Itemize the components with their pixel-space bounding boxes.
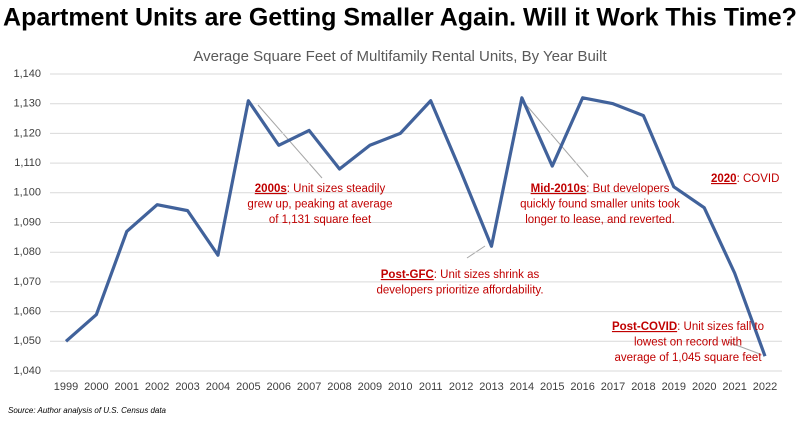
y-tick-label: 1,060 [13,306,41,318]
y-tick-label: 1,100 [13,187,41,199]
annotation-text: quickly found smaller units took [520,199,680,211]
x-tick-label: 2005 [236,381,260,393]
x-tick-label: 2014 [510,381,534,393]
x-tick-label: 2019 [662,381,686,393]
data-line [64,96,767,357]
y-tick-label: 1,040 [13,365,41,377]
x-tick-label: 2003 [175,381,199,393]
x-tick-label: 1999 [54,381,78,393]
annotation: average of 1,045 square feet [614,352,762,364]
x-tick-label: 2011 [419,381,443,393]
chart-title: Apartment Units are Getting Smaller Agai… [3,4,797,32]
x-tick-label: 2006 [266,381,290,393]
x-tick-label: 2008 [327,381,351,393]
x-tick-label: 2020 [692,381,716,393]
annotation-text: : Unit sizes steadily [287,183,386,195]
annotation: grew up, peaking at average [247,199,392,211]
x-tick-label: 2010 [388,381,412,393]
source-note: Source: Author analysis of U.S. Census d… [8,406,167,415]
annotation-label: 2020 [711,173,737,185]
annotation: Mid-2010s: But developers [531,183,670,195]
annotation-text: : COVID [737,173,780,185]
annotation-text: grew up, peaking at average [247,199,392,211]
x-tick-label: 2013 [479,381,503,393]
y-tick-label: 1,140 [13,68,41,80]
leader-line [727,341,761,355]
y-tick-label: 1,070 [13,276,41,288]
x-tick-label: 2015 [540,381,564,393]
annotation-text: developers prioritize affordability. [376,285,543,297]
x-tick-label: 2012 [449,381,473,393]
annotation: 2000s: Unit sizes steadily [255,183,386,195]
x-tick-label: 2018 [631,381,655,393]
x-tick-label: 2002 [145,381,169,393]
annotation-label: 2000s [255,183,287,195]
annotation: quickly found smaller units took [520,199,680,211]
annotation: Post-GFC: Unit sizes shrink as [381,269,540,281]
x-tick-label: 2000 [84,381,108,393]
chart-subtitle: Average Square Feet of Multifamily Renta… [193,48,607,65]
leader-line [521,99,589,178]
annotation-label: Post-GFC [381,269,434,281]
annotation-text: longer to lease, and reverted. [525,214,675,226]
annotation-text: lowest on record with [634,337,742,349]
x-tick-label: 2016 [570,381,594,393]
x-tick-label: 2004 [206,381,230,393]
y-tick-label: 1,080 [13,246,41,258]
annotation: of 1,131 square feet [269,214,372,226]
y-tick-label: 1,110 [14,157,41,169]
y-tick-label: 1,120 [13,127,41,139]
annotation: 2020: COVID [711,173,779,185]
x-tick-label: 2022 [753,381,777,393]
x-tick-label: 2001 [115,381,139,393]
x-tick-label: 2021 [722,381,746,393]
annotation-text: : Unit sizes shrink as [434,269,540,281]
y-tick-label: 1,090 [13,216,41,228]
annotation: developers prioritize affordability. [376,285,543,297]
annotation-text: : But developers [586,183,669,195]
annotation: lowest on record with [634,337,742,349]
annotation: Post-COVID: Unit sizes fall to [612,321,764,333]
annotation-text: average of 1,045 square feet [614,352,762,364]
annotation-label: Mid-2010s [531,183,587,195]
x-tick-label: 2017 [601,381,625,393]
annotation-text: of 1,131 square feet [269,214,372,226]
y-tick-label: 1,130 [13,98,41,110]
annotation: longer to lease, and reverted. [525,214,675,226]
x-tick-label: 2009 [358,381,382,393]
y-tick-label: 1,050 [13,335,41,347]
annotation-text: : Unit sizes fall to [677,321,764,333]
plot-area: 1,040 1,050 1,060 1,070 1,080 1,090 1,100 1,110… [13,68,782,393]
x-tick-label: 2007 [297,381,321,393]
annotation-label: Post-COVID [612,321,677,333]
